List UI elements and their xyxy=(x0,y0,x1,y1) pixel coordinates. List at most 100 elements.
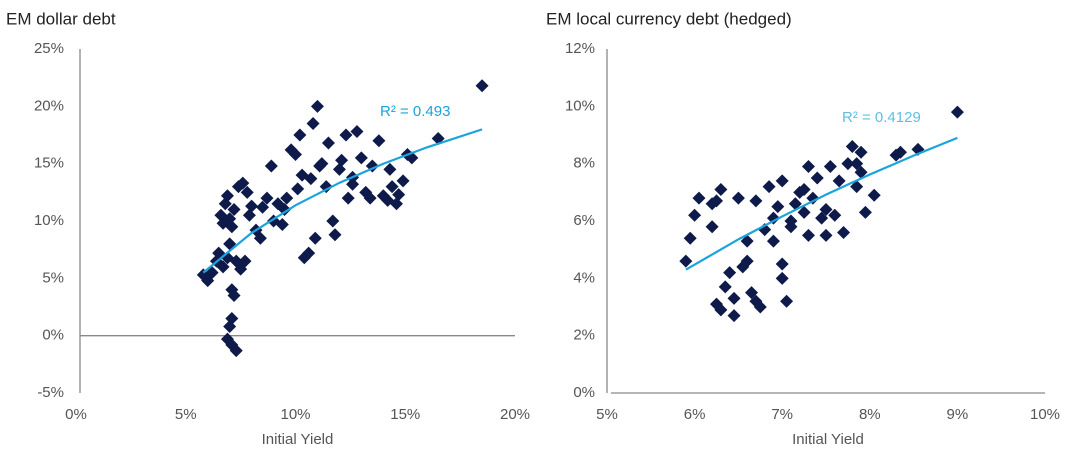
r-squared-label: R² = 0.493 xyxy=(380,103,450,120)
scatter-point xyxy=(280,191,294,205)
scatter-point xyxy=(688,208,702,222)
y-tick-label: 10% xyxy=(34,212,64,229)
scatter-point xyxy=(893,145,907,159)
scatter-point xyxy=(308,231,322,245)
scatter-point xyxy=(216,260,230,274)
scatter-point xyxy=(346,177,360,191)
scatter-point xyxy=(392,188,406,202)
x-tick-label: 6% xyxy=(684,406,706,423)
scatter-point xyxy=(350,125,364,139)
scatter-point xyxy=(731,191,745,205)
scatter-point xyxy=(740,234,754,248)
scatter-point xyxy=(850,157,864,171)
scatter-point xyxy=(341,191,355,205)
scatter-point xyxy=(801,160,815,174)
scatter-point xyxy=(278,203,292,217)
scatter-point xyxy=(223,319,237,333)
scatter-point xyxy=(260,191,274,205)
scatter-point xyxy=(264,159,278,173)
scatter-point xyxy=(823,160,837,174)
scatter-point xyxy=(315,157,329,171)
scatter-point xyxy=(302,246,316,260)
scatter-point xyxy=(740,254,754,268)
y-tick-label: 5% xyxy=(42,269,64,286)
scatter-point xyxy=(828,208,842,222)
scatter-point xyxy=(727,291,741,305)
scatter-point xyxy=(385,180,399,194)
r-squared-label: R² = 0.4129 xyxy=(842,109,921,126)
y-tick-label: 6% xyxy=(573,212,595,229)
trendline xyxy=(202,128,483,274)
scatter-point xyxy=(328,228,342,242)
y-tick-label: 2% xyxy=(573,327,595,344)
scatter-point xyxy=(775,271,789,285)
scatter-point xyxy=(679,254,693,268)
scatter-point xyxy=(797,205,811,219)
scatter-point xyxy=(295,168,309,182)
scatter-point xyxy=(339,128,353,142)
scatter-point xyxy=(227,289,241,303)
scatter-point xyxy=(225,220,239,234)
scatter-point xyxy=(714,182,728,196)
scatter-point xyxy=(354,151,368,165)
scatter-point xyxy=(714,303,728,317)
scatter-point xyxy=(775,174,789,188)
y-tick-label: 12% xyxy=(565,40,595,57)
scatter-point xyxy=(229,344,243,358)
scatter-point xyxy=(705,220,719,234)
scatter-point xyxy=(238,254,252,268)
scatter-point xyxy=(819,203,833,217)
scatter-point xyxy=(806,191,820,205)
scatter-point xyxy=(291,182,305,196)
scatter-point xyxy=(771,200,785,214)
scatter-point xyxy=(845,139,859,153)
scatter-point xyxy=(389,197,403,211)
scatter-point xyxy=(718,280,732,294)
scatter-point xyxy=(837,225,851,239)
scatter-point xyxy=(762,180,776,194)
chart-title: EM dollar debt xyxy=(6,9,116,28)
scatter-point xyxy=(723,266,737,280)
scatter-point xyxy=(858,205,872,219)
y-tick-label: 4% xyxy=(573,269,595,286)
y-tick-label: 0% xyxy=(42,327,64,344)
scatter-point xyxy=(372,134,386,148)
x-tick-label: 7% xyxy=(771,406,793,423)
scatter-point xyxy=(766,211,780,225)
scatter-point xyxy=(240,185,254,199)
scatter-point xyxy=(475,79,489,93)
y-tick-label: 15% xyxy=(34,155,64,172)
scatter-point xyxy=(306,117,320,131)
scatter-point xyxy=(749,194,763,208)
scatter-point xyxy=(293,128,307,142)
scatter-point xyxy=(253,231,267,245)
scatter-point xyxy=(810,171,824,185)
x-axis-title: Initial Yield xyxy=(262,431,334,448)
scatter-point xyxy=(692,191,706,205)
scatter-point xyxy=(766,234,780,248)
x-tick-label: 5% xyxy=(596,406,618,423)
scatter-point xyxy=(727,309,741,323)
x-tick-label: 9% xyxy=(947,406,969,423)
x-tick-label: 10% xyxy=(280,406,310,423)
scatter-point xyxy=(319,180,333,194)
x-tick-label: 15% xyxy=(390,406,420,423)
scatter-point xyxy=(256,200,270,214)
scatter-point xyxy=(867,188,881,202)
scatter-point xyxy=(850,180,864,194)
scatter-point xyxy=(683,231,697,245)
scatter-point xyxy=(289,147,302,161)
scatter-point xyxy=(363,191,377,205)
scatter-point xyxy=(396,174,410,188)
scatter-point xyxy=(321,136,335,150)
y-tick-label: 10% xyxy=(565,97,595,114)
x-tick-label: 20% xyxy=(500,406,530,423)
x-tick-label: 8% xyxy=(859,406,881,423)
scatter-point xyxy=(801,228,815,242)
scatter-point xyxy=(326,214,340,228)
scatter-point xyxy=(220,189,234,203)
y-tick-label: 25% xyxy=(34,40,64,57)
scatter-point xyxy=(227,203,241,217)
scatter-point xyxy=(832,174,846,188)
